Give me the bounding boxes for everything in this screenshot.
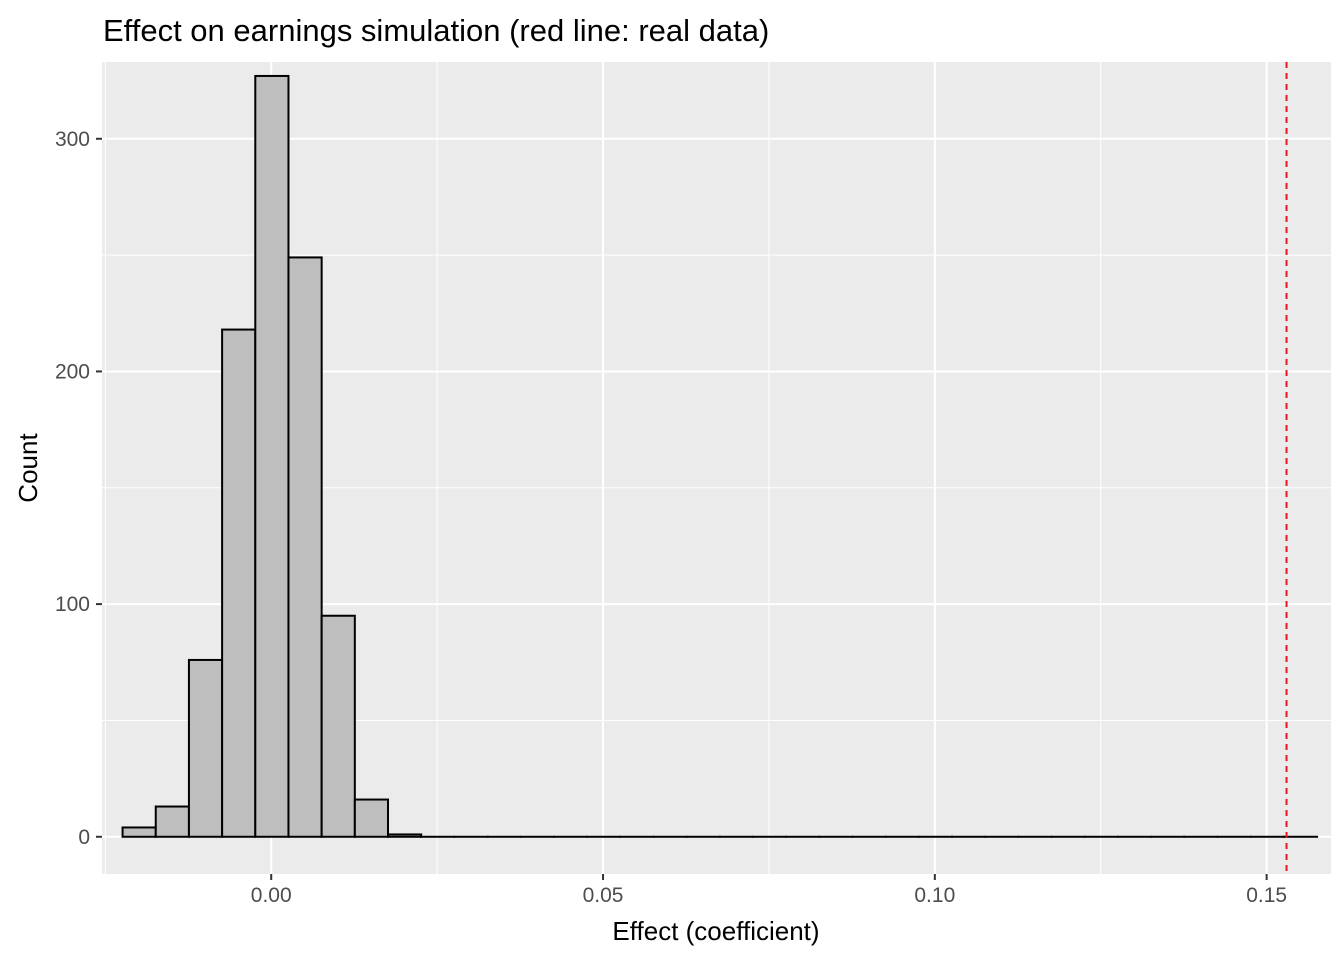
y-axis-ticks: 0 100 200 300	[55, 128, 102, 849]
x-axis-title: Effect (coefficient)	[612, 916, 819, 946]
histogram-bar	[187, 658, 224, 838]
histogram-bar	[353, 798, 390, 838]
histogram-bar	[287, 256, 323, 838]
histogram-bar	[254, 74, 290, 838]
x-tick-label: 0.00	[251, 884, 292, 907]
minor-gridlines	[102, 62, 1331, 874]
histogram-bar	[387, 833, 423, 838]
y-tick-label: 300	[55, 128, 90, 151]
histogram-bar	[221, 328, 257, 838]
y-tick-label: 100	[55, 593, 90, 616]
chart-title: Effect on earnings simulation (red line:…	[103, 13, 769, 48]
y-tick-label: 200	[55, 360, 90, 383]
x-tick-label: 0.15	[1246, 884, 1287, 907]
y-axis-title: Count	[13, 433, 43, 503]
histogram-bar	[121, 826, 157, 838]
x-tick-label: 0.05	[583, 884, 624, 907]
x-tick-label: 0.10	[914, 884, 955, 907]
histogram-bar	[320, 614, 356, 838]
x-axis-ticks: 0.00 0.05 0.10 0.15	[251, 874, 1287, 907]
histogram-bars	[121, 74, 1319, 838]
histogram-bar	[154, 805, 190, 838]
y-tick-label: 0	[78, 826, 90, 849]
